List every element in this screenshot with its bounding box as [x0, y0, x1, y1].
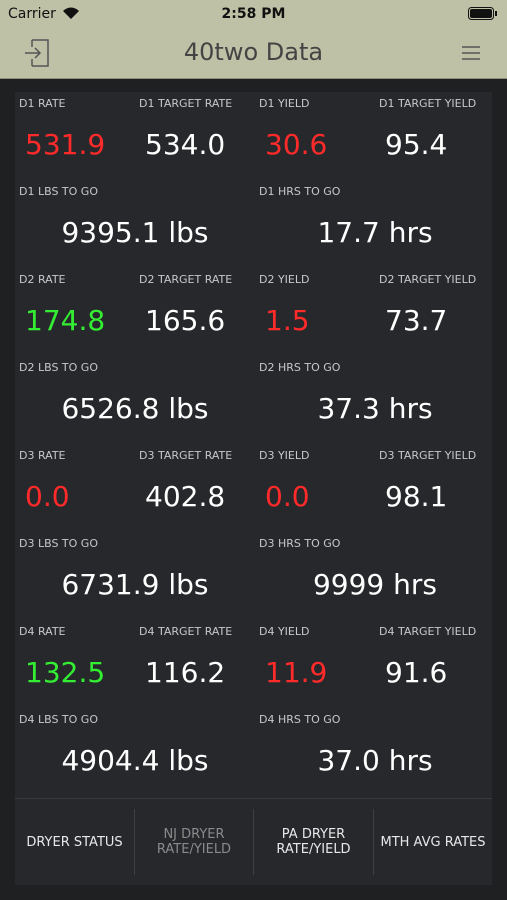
battery-icon: [468, 7, 497, 20]
total-label: D3 LBS TO GO: [19, 537, 98, 550]
tab-button[interactable]: DRYER STATUS: [26, 834, 123, 850]
menu-button[interactable]: [462, 45, 480, 61]
clock: 2:58 PM: [221, 6, 286, 22]
metric-label: D3 RATE: [19, 449, 66, 462]
tab-button[interactable]: PA DRYER RATE/YIELD: [276, 827, 351, 857]
total-value: 37.3 hrs: [317, 392, 433, 425]
title: 40two Data: [183, 38, 324, 66]
status-bar: Carrier 2:58 PM: [0, 0, 507, 28]
metric-value: 132.5: [25, 656, 106, 689]
tab-separator: [133, 809, 135, 875]
total-label: D2 HRS TO GO: [259, 361, 341, 374]
tab-separator: [253, 809, 254, 875]
metric-value: 98.1: [385, 480, 448, 513]
metric-label: D3 YIELD: [259, 449, 310, 462]
total-value: 37.0 hrs: [317, 744, 433, 777]
metric-label: D4 TARGET RATE: [139, 625, 233, 638]
logout-button[interactable]: [24, 38, 52, 68]
metric-label: D2 RATE: [19, 273, 66, 286]
total-label: D3 HRS TO GO: [259, 537, 341, 550]
metric-label: D2 YIELD: [259, 273, 310, 286]
metric-value: 534.0: [145, 128, 226, 161]
total-value: 9395.1 lbs: [61, 216, 209, 249]
total-value: 6731.9 lbs: [61, 568, 209, 601]
data-panel: D1 RATE 531.9 D1 TARGET RATE 534.0 D1 YIELD 3…: [15, 92, 492, 798]
metric-value: 402.8: [145, 480, 226, 513]
metric-label: D3 TARGET YIELD: [379, 449, 477, 462]
metric-value: 165.6: [145, 304, 226, 337]
metric-value: 116.2: [145, 656, 226, 689]
carrier: Carrier: [8, 6, 56, 22]
metric-value: 531.9: [25, 128, 106, 161]
tab-button[interactable]: MTH AVG RATES: [380, 834, 486, 850]
metric-label: D4 TARGET YIELD: [379, 625, 477, 638]
metric-label: D3 TARGET RATE: [139, 449, 233, 462]
metric-value: 1.5: [265, 304, 310, 337]
metric-value: 30.6: [265, 128, 328, 161]
metric-value: 11.9: [265, 656, 328, 689]
metric-label: D1 TARGET YIELD: [379, 97, 477, 110]
wifi-icon: [63, 7, 79, 19]
metric-value: 95.4: [385, 128, 448, 161]
total-label: D4 HRS TO GO: [259, 713, 341, 726]
metric-value: 0.0: [265, 480, 310, 513]
total-value: 17.7 hrs: [317, 216, 433, 249]
tab-button[interactable]: NJ DRYER RATE/YIELD: [156, 827, 232, 857]
metric-value: 0.0: [25, 480, 70, 513]
metric-label: D4 YIELD: [259, 625, 310, 638]
total-label: D2 LBS TO GO: [19, 361, 98, 374]
total-label: D1 LBS TO GO: [19, 185, 98, 198]
metric-label: D2 TARGET RATE: [139, 273, 233, 286]
metric-value: 174.8: [25, 304, 106, 337]
tab-bar: DRYER STATUS NJ DRYER RATE/YIELD PA DRYER …: [15, 798, 492, 885]
total-value: 4904.4 lbs: [61, 744, 209, 777]
total-label: D1 HRS TO GO: [259, 185, 341, 198]
metric-label: D1 YIELD: [259, 97, 310, 110]
total-value: 9999 hrs: [312, 568, 437, 601]
tab-separator: [372, 809, 374, 875]
total-value: 6526.8 lbs: [61, 392, 209, 425]
nav-bar: 40two Data: [0, 28, 507, 79]
metric-value: 91.6: [385, 656, 448, 689]
total-label: D4 LBS TO GO: [19, 713, 98, 726]
metric-label: D4 RATE: [19, 625, 66, 638]
metric-label: D1 RATE: [19, 97, 66, 110]
metric-label: D2 TARGET YIELD: [379, 273, 477, 286]
metric-value: 73.7: [385, 304, 448, 337]
metric-label: D1 TARGET RATE: [139, 97, 233, 110]
